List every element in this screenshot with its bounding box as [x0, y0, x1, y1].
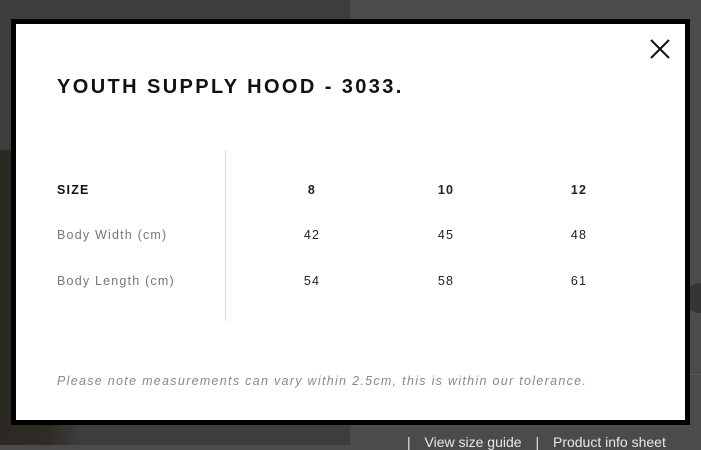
- table-cell: 54: [303, 274, 321, 288]
- row-label-body-width: Body Width (cm): [57, 228, 168, 242]
- link-separator: |: [535, 434, 540, 450]
- view-size-guide-link[interactable]: View size guide: [424, 434, 522, 450]
- link-separator: |: [407, 434, 411, 450]
- close-icon[interactable]: [649, 38, 671, 60]
- size-10-header: 10: [437, 183, 455, 197]
- size-header: SIZE: [57, 183, 90, 197]
- table-cell: 61: [570, 274, 588, 288]
- row-label-body-length: Body Length (cm): [57, 274, 175, 288]
- background-divider: [690, 374, 701, 375]
- table-cell: 48: [570, 228, 588, 242]
- product-links: | View size guide | Product info sheet: [407, 434, 676, 450]
- size-guide-modal: YOUTH SUPPLY HOOD - 3033. SIZE 8 10 12 B…: [11, 19, 690, 425]
- table-cell: 45: [437, 228, 455, 242]
- size-12-header: 12: [570, 183, 588, 197]
- size-8-header: 8: [307, 183, 317, 197]
- modal-title: YOUTH SUPPLY HOOD - 3033.: [57, 76, 404, 98]
- table-cell: 58: [437, 274, 455, 288]
- table-cell: 42: [303, 228, 321, 242]
- tolerance-note: Please note measurements can vary within…: [57, 374, 588, 388]
- table-divider: [225, 150, 226, 321]
- product-info-sheet-link[interactable]: Product info sheet: [552, 434, 666, 450]
